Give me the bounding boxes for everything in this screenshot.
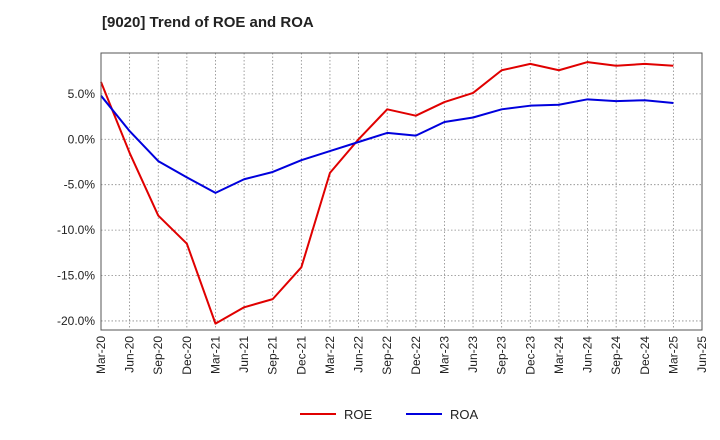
- x-tick-label: Sep-20: [151, 336, 165, 375]
- legend-label-roa: ROA: [450, 407, 479, 422]
- x-tick-label: Mar-21: [208, 336, 222, 374]
- x-axis-ticks: Mar-20 Jun-20 Sep-20 Dec-20 Mar-21 Jun-21 Sep-…: [94, 336, 709, 375]
- x-tick-label: Jun-23: [466, 336, 480, 373]
- y-tick-label: -10.0%: [57, 223, 95, 237]
- x-tick-label: Mar-24: [552, 336, 566, 374]
- legend-label-roe: ROE: [344, 407, 373, 422]
- x-tick-label: Dec-23: [523, 336, 537, 375]
- x-tick-label: Dec-22: [409, 336, 423, 375]
- legend: ROE ROA: [300, 407, 479, 422]
- x-tick-label: Sep-23: [495, 336, 509, 375]
- series-line-roe: [100, 61, 674, 325]
- y-tick-label: 0.0%: [68, 132, 96, 146]
- chart-title: [9020] Trend of ROE and ROA: [102, 14, 314, 31]
- x-tick-label: Dec-24: [638, 336, 652, 375]
- x-tick-label: Jun-24: [581, 336, 595, 373]
- series-line-roa: [100, 95, 674, 194]
- x-tick-label: Mar-23: [437, 336, 451, 374]
- y-tick-label: -5.0%: [64, 178, 96, 192]
- x-tick-label: Sep-24: [609, 336, 623, 375]
- y-tick-label: -15.0%: [57, 269, 95, 283]
- y-tick-label: -20.0%: [57, 314, 95, 328]
- x-tick-label: Mar-20: [94, 336, 108, 374]
- y-tick-label: 5.0%: [68, 87, 96, 101]
- y-axis-ticks: 5.0% 0.0% -5.0% -10.0% -15.0% -20.0%: [57, 87, 95, 328]
- x-tick-label: Jun-25: [695, 336, 709, 373]
- x-tick-label: Dec-21: [294, 336, 308, 375]
- plot-frame: [100, 52, 703, 331]
- x-tick-label: Mar-22: [323, 336, 337, 374]
- x-tick-label: Jun-20: [123, 336, 137, 373]
- series-lines: [100, 61, 674, 325]
- x-tick-label: Jun-22: [352, 336, 366, 373]
- x-tick-label: Mar-25: [666, 336, 680, 374]
- x-tick-label: Sep-22: [380, 336, 394, 375]
- x-tick-label: Jun-21: [237, 336, 251, 373]
- x-tick-label: Sep-21: [266, 336, 280, 375]
- grid-lines: [101, 53, 702, 330]
- x-tick-label: Dec-20: [180, 336, 194, 375]
